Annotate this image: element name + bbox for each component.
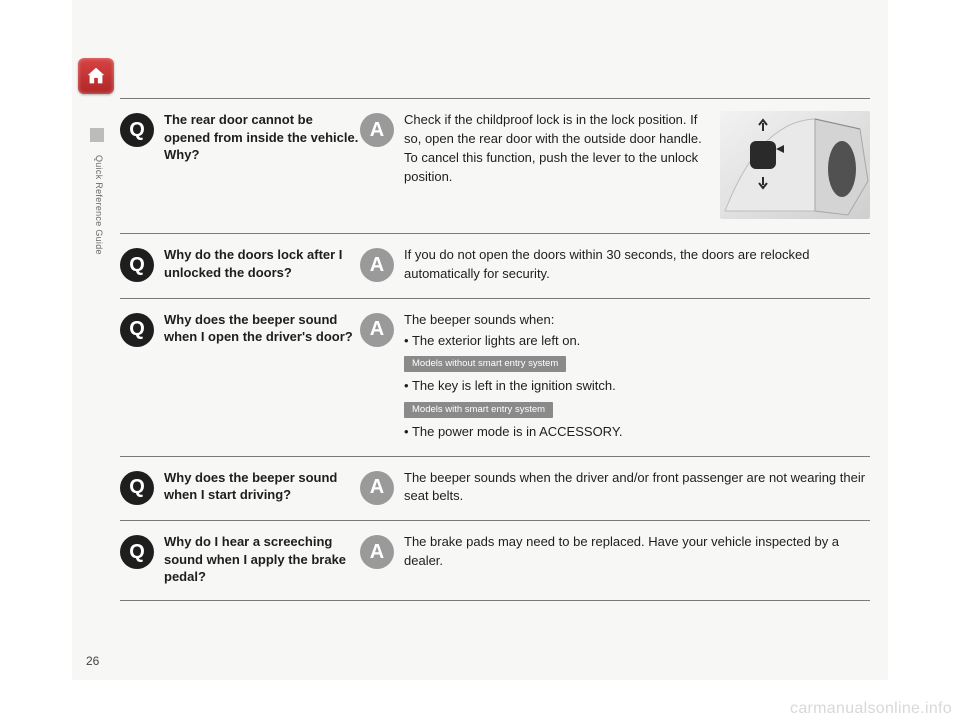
faq-row: Q Why does the beeper sound when I open … <box>120 299 870 456</box>
answer-column: A Check if the childproof lock is in the… <box>360 111 870 219</box>
answer-column: A The brake pads may need to be replaced… <box>360 533 870 586</box>
bullet-item: The exterior lights are left on. <box>404 332 622 351</box>
a-badge: A <box>360 535 394 569</box>
a-badge: A <box>360 113 394 147</box>
q-badge: Q <box>120 113 154 147</box>
question-text: The rear door cannot be opened from insi… <box>164 111 360 219</box>
section-tab-marker <box>90 128 104 142</box>
page-number: 26 <box>86 654 99 668</box>
divider <box>120 600 870 601</box>
question-text: Why does the beeper sound when I start d… <box>164 469 360 507</box>
q-badge: Q <box>120 313 154 347</box>
q-badge: Q <box>120 535 154 569</box>
section-label: Quick Reference Guide <box>90 155 104 255</box>
question-column: Q Why does the beeper sound when I open … <box>120 311 360 442</box>
childproof-lock-illustration <box>720 111 870 219</box>
question-text: Why does the beeper sound when I open th… <box>164 311 360 442</box>
q-badge: Q <box>120 471 154 505</box>
model-label: Models with smart entry system <box>404 402 553 418</box>
answer-column: A The beeper sounds when the driver and/… <box>360 469 870 507</box>
answer-column: A The beeper sounds when: The exterior l… <box>360 311 870 442</box>
question-text: Why do I hear a screeching sound when I … <box>164 533 360 586</box>
home-button[interactable] <box>78 58 114 94</box>
a-badge: A <box>360 248 394 282</box>
watermark: carmanualsonline.info <box>790 700 952 718</box>
question-text: Why do the doors lock after I unlocked t… <box>164 246 360 284</box>
faq-row: Q The rear door cannot be opened from in… <box>120 99 870 233</box>
answer-intro: The beeper sounds when: <box>404 312 554 327</box>
faq-row: Q Why does the beeper sound when I start… <box>120 457 870 521</box>
a-badge: A <box>360 471 394 505</box>
answer-text: The beeper sounds when: The exterior lig… <box>404 311 622 442</box>
faq-row: Q Why do the doors lock after I unlocked… <box>120 234 870 298</box>
faq-content: Q The rear door cannot be opened from in… <box>120 98 870 601</box>
answer-text: The beeper sounds when the driver and/or… <box>404 469 870 507</box>
home-icon <box>85 65 107 87</box>
question-column: Q Why do the doors lock after I unlocked… <box>120 246 360 284</box>
answer-text: If you do not open the doors within 30 s… <box>404 246 870 284</box>
question-column: Q Why do I hear a screeching sound when … <box>120 533 360 586</box>
question-column: Q Why does the beeper sound when I start… <box>120 469 360 507</box>
answer-column: A If you do not open the doors within 30… <box>360 246 870 284</box>
model-label: Models without smart entry system <box>404 356 566 372</box>
faq-row: Q Why do I hear a screeching sound when … <box>120 521 870 600</box>
a-badge: A <box>360 313 394 347</box>
bullet-item: The key is left in the ignition switch. <box>404 377 622 396</box>
q-badge: Q <box>120 248 154 282</box>
answer-text: The brake pads may need to be replaced. … <box>404 533 870 586</box>
question-column: Q The rear door cannot be opened from in… <box>120 111 360 219</box>
answer-text: Check if the childproof lock is in the l… <box>404 111 712 219</box>
bullet-item: The power mode is in ACCESSORY. <box>404 423 622 442</box>
